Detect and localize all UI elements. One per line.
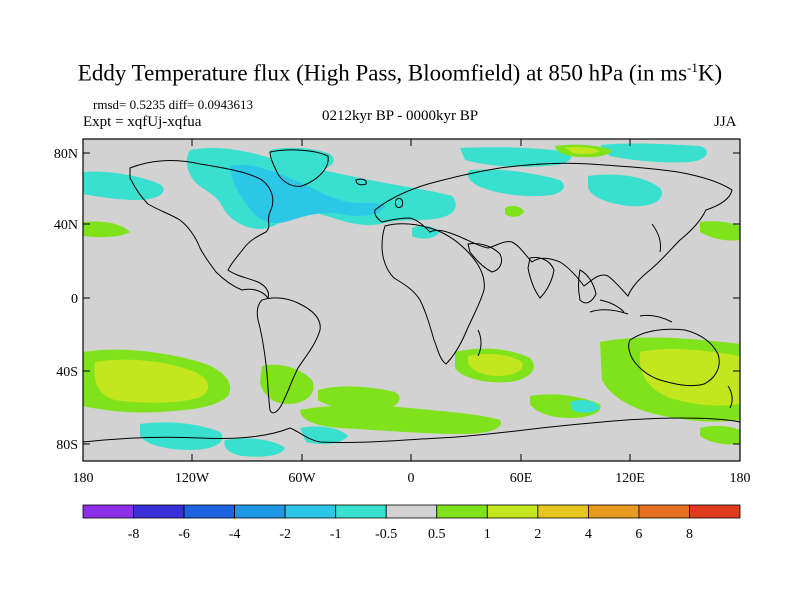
colorbar-label: -4 <box>229 527 241 542</box>
anomaly-region-south-atlantic-1 <box>318 386 400 411</box>
coastline-arabia <box>467 243 503 273</box>
lon-label: 0 <box>408 471 415 486</box>
coastline-antarctica <box>83 417 740 444</box>
colorbar-swatch <box>587 504 640 519</box>
coastline-africa <box>381 223 485 365</box>
coastline-japan <box>651 223 661 253</box>
colorbar-label: 1 <box>484 527 491 542</box>
colorbar-swatch <box>486 504 539 519</box>
coastline-iceland <box>355 178 367 186</box>
lon-label: 120E <box>615 471 645 486</box>
coastline-new-zealand <box>727 385 733 409</box>
anomaly-region-siberia <box>467 169 564 197</box>
colorbar-swatch <box>638 504 690 519</box>
period-label: 0212kyr BP - 0000kyr BP <box>322 108 479 124</box>
colorbar-label: 0.5 <box>428 527 446 542</box>
colorbar-swatch <box>537 504 589 519</box>
coastline-north-america <box>129 160 274 300</box>
anomaly-region-pacific-north <box>83 171 164 200</box>
coastline-indonesia <box>589 299 673 323</box>
coastline-india <box>527 257 555 299</box>
colorbar-label: -0.5 <box>375 527 397 542</box>
experiment-label: Expt = xqfUj-xqfua <box>83 114 202 130</box>
anomaly-region-mid-latitude-3 <box>505 205 524 217</box>
colorbar-swatch <box>436 504 488 519</box>
anomaly-region-south-pacific-core <box>94 359 209 403</box>
colorbar-label: -2 <box>279 527 291 542</box>
colorbar-swatch <box>335 504 387 519</box>
colorbar-label: 2 <box>534 527 541 542</box>
coastlines <box>83 149 740 444</box>
anomaly-region-mid-latitude-1 <box>83 221 130 238</box>
colorbar-swatch <box>82 504 134 519</box>
colorbar-swatch <box>234 504 286 519</box>
coastline-southeast-asia <box>578 269 597 304</box>
anomaly-region-australia-south-core <box>639 349 740 406</box>
coastline-greenland <box>269 149 329 187</box>
lon-label: 60E <box>510 471 533 486</box>
lat-label: 80S <box>56 438 78 453</box>
map-title: Eddy Temperature flux (High Pass, Bloomf… <box>0 60 800 87</box>
colorbar-label: 6 <box>635 527 642 542</box>
anomaly-region-antarctic-1 <box>140 422 223 450</box>
colorbar-swatch <box>284 504 337 519</box>
lat-label: 0 <box>71 292 78 307</box>
anomaly-region-arctic-positive-core <box>565 147 600 155</box>
anomaly-region-antarctic-4 <box>700 425 740 445</box>
anomaly-region-arctic-far-east <box>600 143 707 163</box>
anomaly-region-greenland <box>270 147 334 173</box>
colorbar-swatch <box>183 504 236 519</box>
latitude-axis: 80N 40N 0 40S 80S <box>54 147 740 453</box>
stats-text: rmsd= 0.5235 diff= 0.0943613 <box>93 97 253 112</box>
title-main: Eddy Temperature flux (High Pass, Bloomf… <box>77 60 688 86</box>
lon-label: 180 <box>73 471 94 486</box>
colorbar-swatch <box>689 504 741 519</box>
anomaly-region-arctic-east <box>460 147 572 167</box>
anomaly-region-south-america <box>260 364 314 404</box>
anomaly-region-mid-latitude-2 <box>700 221 740 241</box>
lat-label: 80N <box>54 147 78 162</box>
longitude-axis: 180 120W 60W 0 60E 120E 180 <box>73 139 751 486</box>
colorbar-label: -8 <box>128 527 140 542</box>
coastline-south-america <box>256 297 321 414</box>
coastline-madagascar <box>477 329 482 357</box>
coastline-britain <box>395 197 403 209</box>
lon-label: 120W <box>175 471 210 486</box>
colorbar-label: 8 <box>686 527 693 542</box>
map-panel: 80N 40N 0 40S 80S 180 120W 60W 0 60E 120E 180 <box>54 138 751 486</box>
coastline-australia <box>628 328 720 387</box>
colorbar-label: -6 <box>178 527 190 542</box>
anomaly-region-east-asia <box>588 174 662 207</box>
season-label: JJA <box>714 114 737 130</box>
colorbar-label: -1 <box>330 527 342 542</box>
title-end: K) <box>697 60 723 86</box>
colorbar-swatch <box>385 504 438 519</box>
colorbar: -8 -6 -4 -2 -1 -0.5 0.5 1 2 4 6 8 <box>82 504 741 542</box>
anomaly-region-antarctic-2 <box>224 438 285 457</box>
anomaly-region-north-atlantic-core <box>230 164 385 224</box>
anomaly-region-southern-ocean-2 <box>570 400 600 413</box>
colorbar-label: 4 <box>585 527 592 542</box>
title-superscript: -1 <box>687 60 698 75</box>
anomaly-region-south-atlantic-2 <box>300 405 501 434</box>
lat-label: 40N <box>54 218 78 233</box>
anomaly-field <box>83 143 740 457</box>
coastline-europe-asia <box>374 162 733 297</box>
lat-label: 40S <box>56 365 78 380</box>
colorbar-swatch <box>133 504 185 519</box>
lon-label: 180 <box>730 471 751 486</box>
anomaly-region-indian-ocean-core <box>468 354 523 376</box>
lon-label: 60W <box>288 471 316 486</box>
